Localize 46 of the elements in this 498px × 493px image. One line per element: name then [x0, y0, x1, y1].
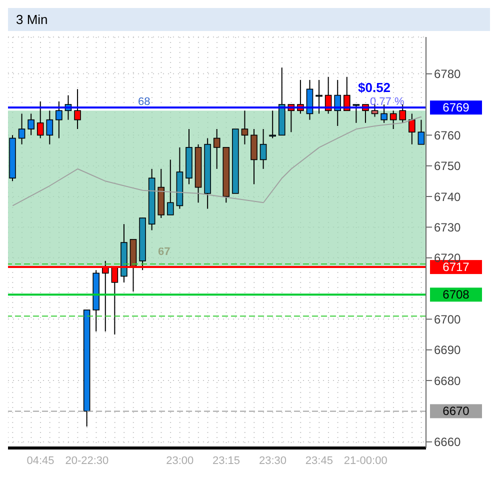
y-tick-label: 6700 — [434, 312, 462, 326]
y-tick-label: 6780 — [434, 67, 462, 82]
candlestick — [269, 110, 276, 139]
y-tick-label: 6750 — [434, 159, 462, 174]
ref-line-label: 6670 — [442, 404, 470, 418]
x-tick-label: 23:00 — [166, 454, 194, 467]
ref-line-label: 6708 — [442, 288, 470, 302]
candlestick — [36, 100, 44, 139]
candlestick — [56, 100, 62, 139]
candlestick — [390, 110, 397, 130]
candlestick — [344, 76, 350, 112]
y-tick-label: 6660 — [434, 435, 462, 450]
candlestick — [28, 113, 34, 136]
candlestick — [408, 113, 416, 145]
ref-line-label: 6769 — [442, 100, 470, 115]
candlestick — [260, 128, 267, 170]
candlestick — [316, 79, 322, 114]
x-tick-label: 23:30 — [258, 454, 286, 467]
annotation: 0.77 % — [370, 96, 404, 108]
candlestick — [371, 104, 378, 118]
candlestick — [213, 128, 220, 170]
candlestick — [167, 159, 174, 216]
y-tick-label: 6680 — [434, 374, 462, 388]
y-tick-label: 6690 — [434, 343, 462, 358]
candlestick — [418, 119, 425, 145]
candlestick — [399, 104, 406, 124]
x-tick-label: 04:45 — [26, 454, 54, 467]
annotation: 67 — [158, 246, 170, 258]
candlestick — [380, 104, 388, 124]
candlestick — [334, 79, 342, 126]
line-series — [12, 116, 422, 206]
y-tick-label: 6740 — [434, 190, 462, 204]
chart-title: 3 Min — [8, 8, 490, 31]
x-tick-label: 20-22:30 — [65, 454, 109, 467]
y-tick-label: 6760 — [434, 128, 462, 142]
x-tick-label: 21-00:00 — [344, 454, 388, 467]
annotation: 68 — [138, 96, 150, 108]
candlestick — [46, 110, 54, 145]
candlestick — [74, 88, 81, 130]
y-tick-label: 6730 — [434, 220, 462, 234]
annotation: $0.52 — [358, 80, 391, 95]
candlestick — [352, 104, 360, 124]
x-tick-label: 23:15 — [212, 454, 240, 467]
candlestick — [18, 113, 26, 145]
candlestick — [241, 110, 248, 145]
x-tick-label: 23:45 — [305, 454, 333, 467]
